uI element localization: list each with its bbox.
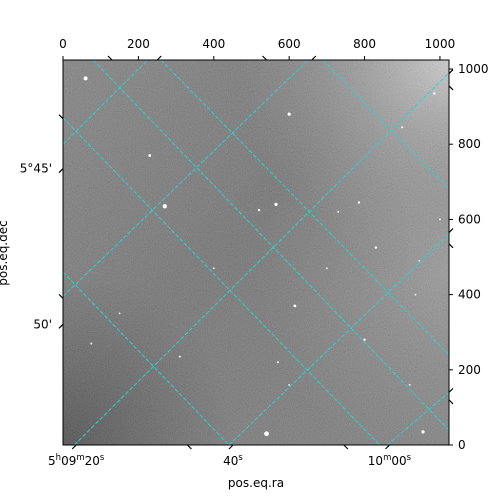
star [408,383,411,386]
edge-tick [186,444,192,450]
right-tick-label: 200 [458,363,481,377]
stars [83,76,441,437]
edge-tick [156,55,162,61]
top-tick-label: 600 [278,37,301,51]
star [162,204,167,209]
left-tick-label: 5°45' [20,162,52,176]
star [264,431,269,437]
star [287,112,291,116]
star [325,267,328,270]
left-tick-label: 50' [33,317,52,331]
bottom-axis: 5h09m20s 40s 10m00s [48,453,412,468]
right-tick-label: 1000 [458,62,489,76]
star [212,267,215,270]
edge-tick [107,55,113,61]
edge-tick [448,69,454,74]
bottom-tick-label: 10m00s [368,453,412,468]
edge-tick [58,323,64,329]
edge-tick [343,444,349,450]
sky-image [63,60,449,445]
star [178,355,181,358]
star [363,338,366,341]
grid-line [322,60,449,190]
star [439,218,441,221]
right-axis: 0 200 400 600 800 1000 [449,62,489,452]
star [433,92,436,95]
edge-tick [448,399,454,405]
edge-tick [58,114,64,120]
top-tick-label: 200 [127,37,150,51]
edge-tick [228,444,234,450]
grid-line [63,117,380,445]
top-tick-label: 800 [353,37,376,51]
star [414,293,417,296]
star [148,154,152,157]
grid-line [63,60,149,145]
grid-line [73,72,449,445]
star [374,246,378,249]
edge-tick [385,444,390,450]
star [276,361,279,364]
star [293,304,297,308]
top-tick-label: 0 [59,37,67,51]
star [257,208,261,212]
edge-tick [448,85,454,91]
star [274,202,278,206]
left-axis: 5°45' 50' [20,162,52,332]
right-tick-label: 0 [458,438,466,452]
star [401,126,404,129]
edge-tick [448,228,454,233]
edge-tick [448,387,454,393]
grid-line [63,60,309,297]
plot-frame [62,59,450,446]
star [421,430,425,434]
edge-tick [311,55,317,61]
grid-line [92,60,449,431]
grid-line [386,391,449,445]
y-axis-label: pos.eq.dec [0,220,10,285]
star [90,342,93,345]
star [288,383,291,386]
right-tick-label: 800 [458,137,481,151]
bottom-tick-label: 40s [223,453,243,468]
top-tick-label: 400 [202,37,225,51]
edge-tick [71,444,77,450]
star [83,76,88,81]
edge-tick [448,243,454,249]
celestial-grid [63,60,449,445]
x-axis-label: pos.eq.ra [228,476,284,490]
right-tick-label: 600 [458,212,481,226]
star [357,201,361,204]
grid-line [228,234,449,445]
top-axis: 0 200 400 600 800 1000 [59,37,455,60]
star [418,259,421,262]
edge-tick [58,168,64,174]
edge-tick [262,55,267,61]
right-tick-label: 400 [458,288,481,302]
bottom-tick-label: 5h09m20s [48,453,105,468]
grid-line [160,60,449,356]
grid-edge-ticks [58,55,454,450]
star [337,210,340,213]
grid-line [63,271,230,445]
edge-tick [58,293,64,299]
top-tick-label: 1000 [425,37,456,51]
star [118,312,121,315]
